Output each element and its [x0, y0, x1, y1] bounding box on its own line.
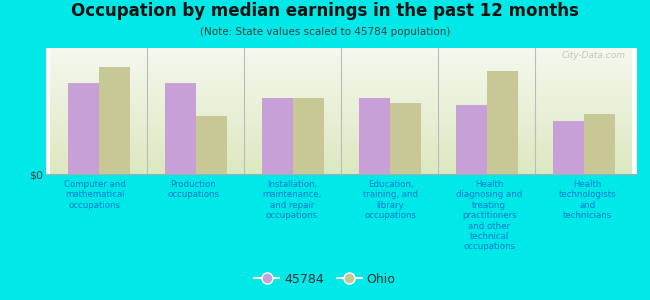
Text: Installation,
maintenance,
and repair
occupations: Installation, maintenance, and repair oc…	[263, 180, 322, 220]
Bar	[99, 67, 130, 174]
Text: City-Data.com: City-Data.com	[561, 50, 625, 59]
Text: Health
technologists
and
technicians: Health technologists and technicians	[559, 180, 616, 220]
Text: Health
diagnosing and
treating
practitioners
and other
technical
occupations: Health diagnosing and treating practitio…	[456, 180, 522, 251]
Bar	[196, 116, 227, 174]
Bar	[456, 105, 487, 174]
Bar	[262, 98, 292, 174]
Bar	[487, 71, 518, 174]
Text: Production
occupations: Production occupations	[168, 180, 220, 200]
Bar	[68, 83, 99, 174]
Text: (Note: State values scaled to 45784 population): (Note: State values scaled to 45784 popu…	[200, 27, 450, 37]
Bar	[164, 83, 196, 174]
Text: Occupation by median earnings in the past 12 months: Occupation by median earnings in the pas…	[71, 2, 579, 20]
Text: Computer and
mathematical
occupations: Computer and mathematical occupations	[64, 180, 125, 210]
Bar	[292, 98, 324, 174]
Bar	[359, 98, 390, 174]
Bar	[584, 113, 615, 174]
Text: Education,
training, and
library
occupations: Education, training, and library occupat…	[363, 180, 418, 220]
Bar	[552, 121, 584, 174]
Legend: 45784, Ohio: 45784, Ohio	[250, 268, 400, 291]
Bar	[390, 103, 421, 174]
